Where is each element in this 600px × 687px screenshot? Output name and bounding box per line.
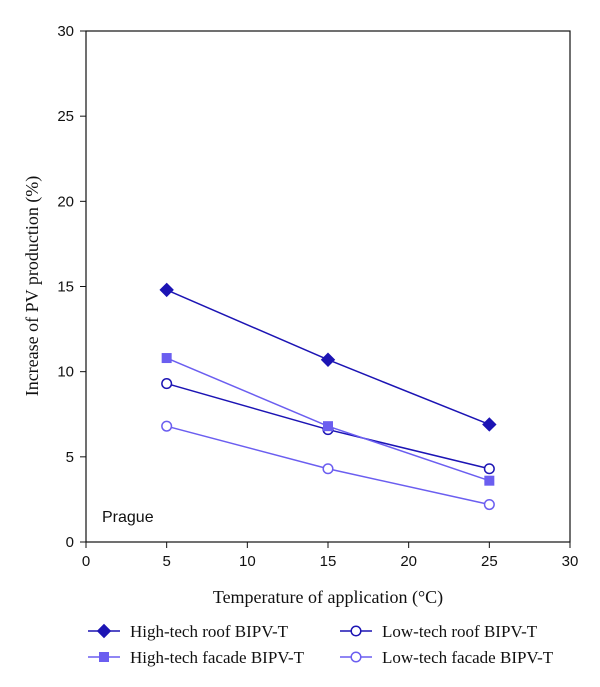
legend-item: Low-tech facade BIPV-T [340,648,554,667]
x-tick-label: 20 [400,553,417,570]
data-point [320,352,336,367]
location-annotation: Prague [102,509,154,526]
x-axis-title: Temperature of application (°C) [213,587,443,608]
legend-label: High-tech facade BIPV-T [130,648,305,667]
legend-item: High-tech roof BIPV-T [88,622,289,641]
y-tick-label: 0 [66,534,74,551]
data-point [350,651,362,663]
series-line [166,357,490,482]
legend-label: Low-tech roof BIPV-T [382,622,538,641]
x-tick-label: 5 [162,553,170,570]
data-point [161,420,173,432]
x-tick-label: 15 [320,553,337,570]
data-point [483,498,495,511]
x-tick-label: 30 [562,553,579,570]
y-tick-label: 30 [57,23,74,40]
y-tick-label: 5 [66,449,74,466]
data-point [96,623,112,639]
data-point [322,463,334,475]
data-point [323,421,333,432]
x-tick-label: 0 [82,553,90,570]
data-point [484,475,495,486]
legend-item: High-tech facade BIPV-T [88,648,305,667]
data-point [482,417,497,432]
y-tick-label: 10 [57,364,74,381]
legend: High-tech roof BIPV-T Low-tech roof BIPV-… [88,622,554,667]
series-group [161,420,495,511]
y-tick-label: 25 [57,108,74,125]
data-point [99,652,109,662]
data-point [161,353,172,364]
x-tick-label: 10 [239,553,256,570]
y-tick-label: 15 [57,279,74,296]
y-axis-title: Increase of PV production (%) [22,176,43,397]
series-group [161,353,495,486]
data-point [161,378,173,390]
legend-item: Low-tech roof BIPV-T [340,622,538,641]
legend-label: High-tech roof BIPV-T [130,622,289,641]
series-group [159,282,497,432]
y-tick-label: 20 [57,193,74,210]
data-point [159,282,174,298]
data-point [483,463,495,475]
x-tick-label: 25 [481,553,498,570]
data-point [350,625,362,637]
legend-label: Low-tech facade BIPV-T [382,648,554,667]
